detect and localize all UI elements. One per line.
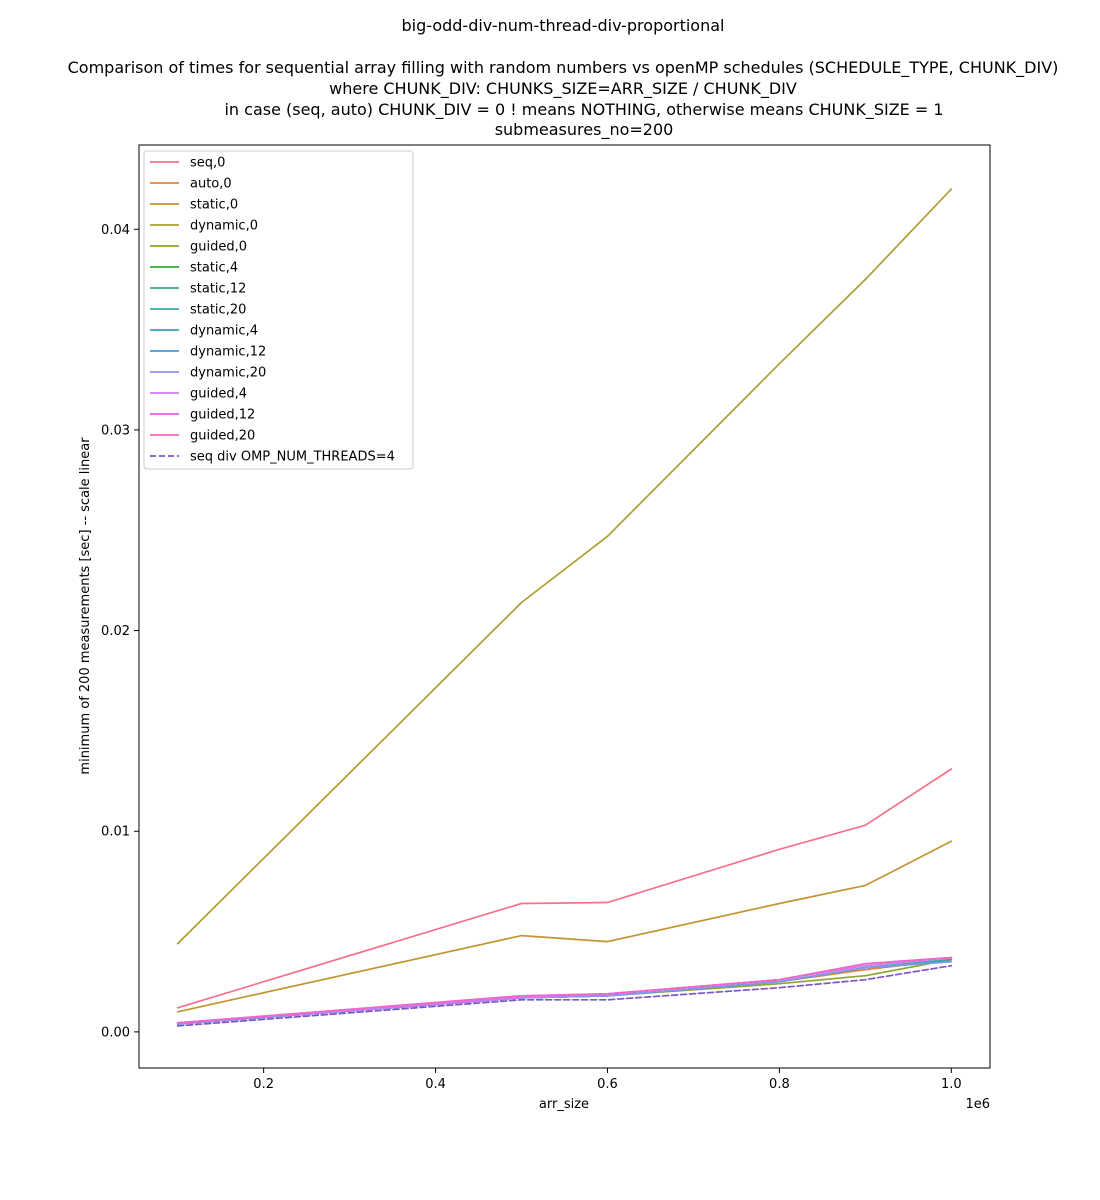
y-tick-label: 0.00 xyxy=(101,1025,130,1040)
series-line-static-0 xyxy=(176,840,953,1013)
y-tick-label: 0.02 xyxy=(101,624,130,639)
chart-title: big-odd-div-num-thread-div-proportional xyxy=(402,16,725,35)
legend-label: guided,4 xyxy=(190,387,247,402)
y-axis: 0.00 0.01 0.02 0.03 0.04 xyxy=(101,223,139,1040)
y-axis-label: minimum of 200 measurements [sec] -- sca… xyxy=(78,437,93,775)
series-lines xyxy=(176,188,953,1027)
legend-label: static,12 xyxy=(190,282,246,297)
legend-label: seq,0 xyxy=(190,156,225,171)
legend-label: dynamic,0 xyxy=(190,219,258,234)
x-tick-label: 1.0 xyxy=(941,1077,962,1092)
legend-label: dynamic,20 xyxy=(190,366,266,381)
series-line-guided-20 xyxy=(176,956,953,1024)
legend-label: static,20 xyxy=(190,303,246,318)
x-tick-label: 0.2 xyxy=(253,1077,274,1092)
chart-subtitle-line-2: where CHUNK_DIV: CHUNKS_SIZE=ARR_SIZE / … xyxy=(329,79,797,99)
legend-label: guided,12 xyxy=(190,408,255,423)
chart-titles: big-odd-div-num-thread-div-proportional … xyxy=(68,16,1059,140)
legend-label: auto,0 xyxy=(190,177,232,192)
x-tick-label: 0.6 xyxy=(597,1077,618,1092)
x-tick-label: 0.8 xyxy=(769,1077,790,1092)
chart-subtitle-line-3: in case (seq, auto) CHUNK_DIV = 0 ! mean… xyxy=(224,100,943,120)
legend-label: dynamic,12 xyxy=(190,345,266,360)
chart-subtitle-line-4: submeasures_no=200 xyxy=(495,120,674,140)
legend-label: static,4 xyxy=(190,261,238,276)
y-tick-label: 0.01 xyxy=(101,825,130,840)
y-tick-label: 0.03 xyxy=(101,423,130,438)
legend-label: dynamic,4 xyxy=(190,324,258,339)
series-line-seq-div-omp-num-threads-4 xyxy=(176,964,953,1027)
series-line-dynamic-0 xyxy=(176,188,953,945)
chart-subtitle-line-1: Comparison of times for sequential array… xyxy=(68,58,1059,78)
x-tick-label: 0.4 xyxy=(425,1077,446,1092)
y-tick-label: 0.04 xyxy=(101,223,130,238)
legend-label: guided,0 xyxy=(190,240,247,255)
series-line-seq-0 xyxy=(176,768,953,1009)
legend: seq,0 auto,0 static,0 dynamic,0 guided,0 stat… xyxy=(143,150,414,470)
legend-label: seq div OMP_NUM_THREADS=4 xyxy=(190,450,395,465)
legend-label: guided,20 xyxy=(190,429,255,444)
plot-area xyxy=(138,144,991,1069)
x-axis-label: arr_size xyxy=(539,1097,589,1112)
legend-label: static,0 xyxy=(190,198,238,213)
legend-box xyxy=(143,150,414,470)
x-axis: 0.2 0.4 0.6 0.8 1.0 xyxy=(253,1068,962,1092)
x-axis-offset-text: 1e6 xyxy=(965,1097,990,1112)
